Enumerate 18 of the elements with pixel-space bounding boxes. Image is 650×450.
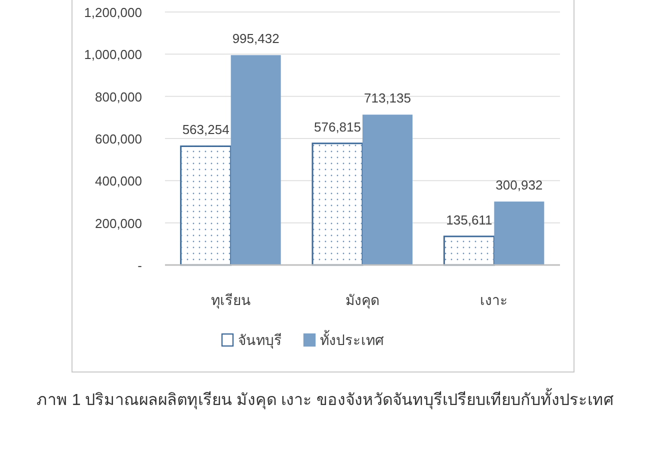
ytick: 1,200,000 — [84, 5, 142, 20]
legend-label: จันทบุรี — [238, 332, 282, 348]
xtick: มังคุด — [346, 292, 380, 308]
ytick: 200,000 — [95, 216, 142, 231]
xtick: เงาะ — [480, 292, 508, 308]
ytick: 800,000 — [95, 89, 142, 104]
ytick: - — [138, 258, 142, 273]
ytick: 400,000 — [95, 174, 142, 189]
data-label: 563,254 — [182, 122, 230, 138]
ytick: 600,000 — [95, 132, 142, 146]
data-label: 713,135 — [364, 90, 411, 106]
legend-label: ทั้งประเทศ — [320, 332, 384, 348]
data-label: 995,432 — [232, 31, 280, 46]
xtick: ทุเรียน — [210, 292, 251, 308]
ytick: 1,000,000 — [84, 47, 142, 62]
data-label: 300,932 — [496, 178, 543, 193]
data-label: 576,815 — [314, 119, 361, 134]
data-label: 135,611 — [446, 212, 492, 228]
